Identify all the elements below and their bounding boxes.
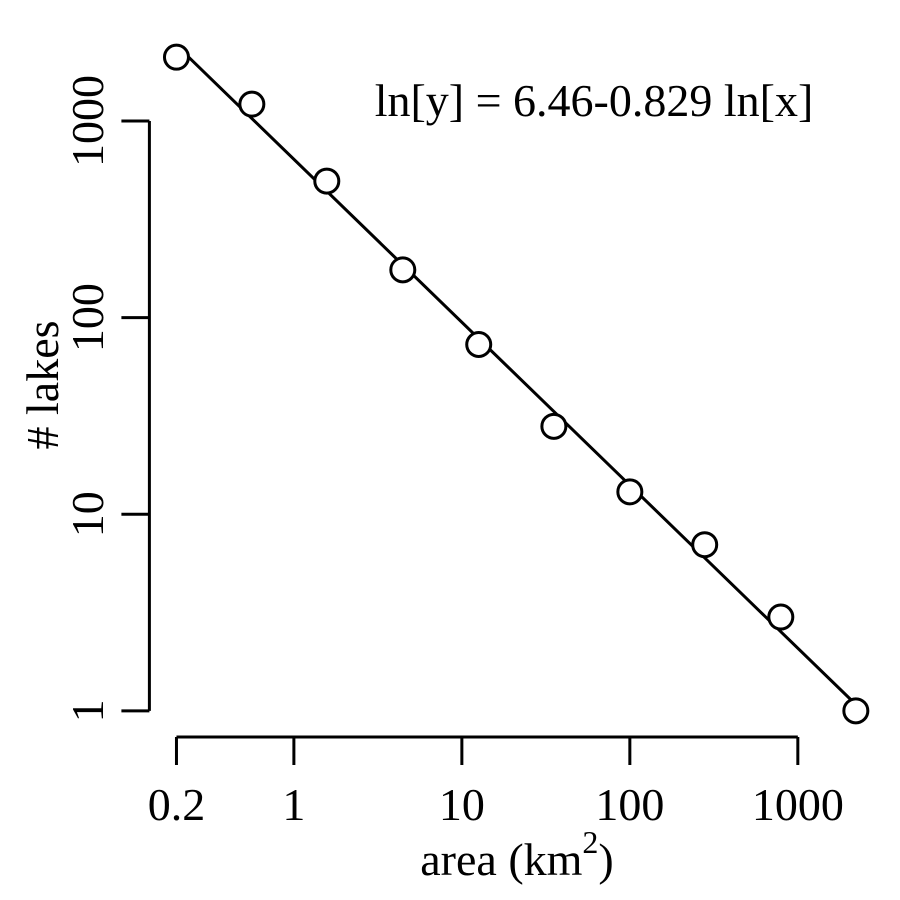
x-tick-label: 10 <box>439 779 485 830</box>
y-axis-title: # lakes <box>17 320 68 449</box>
point <box>691 531 719 559</box>
x-axis-title-part: ) <box>598 834 613 885</box>
x-tick-label: 100 <box>595 779 664 830</box>
point <box>767 603 795 631</box>
point <box>465 331 493 359</box>
point <box>162 43 190 71</box>
fit-line <box>175 44 857 706</box>
x-tick-label: 1000 <box>752 779 844 830</box>
y-tick-label: 1 <box>62 699 113 722</box>
point <box>313 167 341 195</box>
y-tick-label: 100 <box>62 283 113 352</box>
y-tick-label: 10 <box>62 491 113 537</box>
point <box>238 90 266 118</box>
point <box>540 412 568 440</box>
x-axis-title: area (km2) <box>420 824 614 885</box>
x-axis-title-superscript: 2 <box>582 824 598 860</box>
point <box>842 697 870 725</box>
fit-annotation: ln[y] = 6.46-0.829 ln[x] <box>375 75 814 126</box>
x-tick-label: 0.2 <box>148 779 206 830</box>
x-tick-label: 1 <box>282 779 305 830</box>
x-axis-title-part: area (km <box>420 834 582 885</box>
y-tick-label: 1000 <box>62 75 113 167</box>
point <box>389 256 417 284</box>
point <box>616 478 644 506</box>
